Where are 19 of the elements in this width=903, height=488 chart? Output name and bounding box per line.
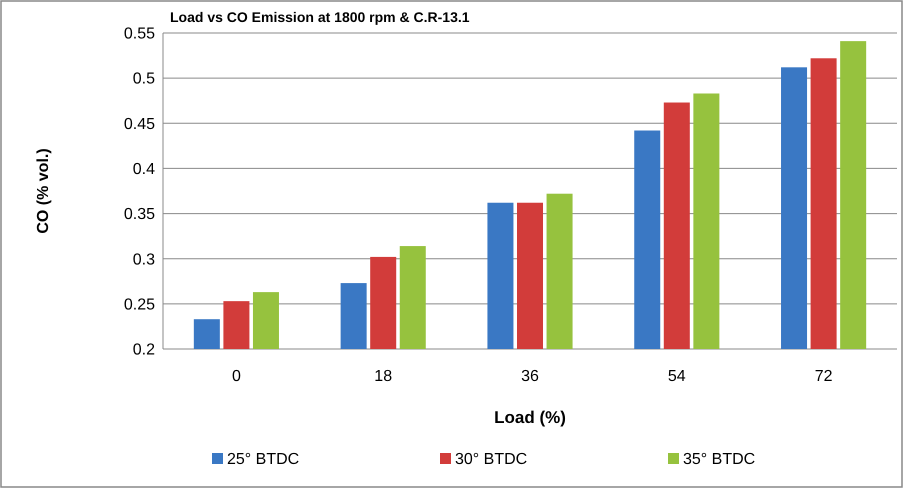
x-tick-label: 54	[668, 368, 686, 385]
y-tick-label: 0.55	[124, 26, 156, 43]
legend-label: 25° BTDC	[227, 451, 300, 468]
chart-title: Load vs CO Emission at 1800 rpm & C.R-13.1	[170, 9, 470, 25]
y-tick-label: 0.2	[132, 342, 156, 359]
x-axis-title: Load (%)	[494, 408, 566, 427]
y-tick-label: 0.45	[124, 116, 156, 133]
y-tick-label: 0.3	[132, 251, 156, 268]
y-tick-label: 0.25	[124, 296, 156, 314]
y-tick-label: 0.5	[132, 70, 156, 88]
x-tick-label: 36	[521, 368, 539, 385]
y-tick-label: 0.35	[124, 206, 156, 224]
legend-label: 30° BTDC	[455, 451, 528, 468]
x-tick-label: 72	[814, 368, 833, 385]
x-tick-label: 0	[232, 368, 241, 385]
y-axis-title: CO (% vol.)	[35, 148, 52, 234]
x-tick-label: 18	[374, 368, 392, 385]
legend-label: 35° BTDC	[683, 451, 756, 468]
y-tick-label: 0.4	[132, 161, 156, 178]
